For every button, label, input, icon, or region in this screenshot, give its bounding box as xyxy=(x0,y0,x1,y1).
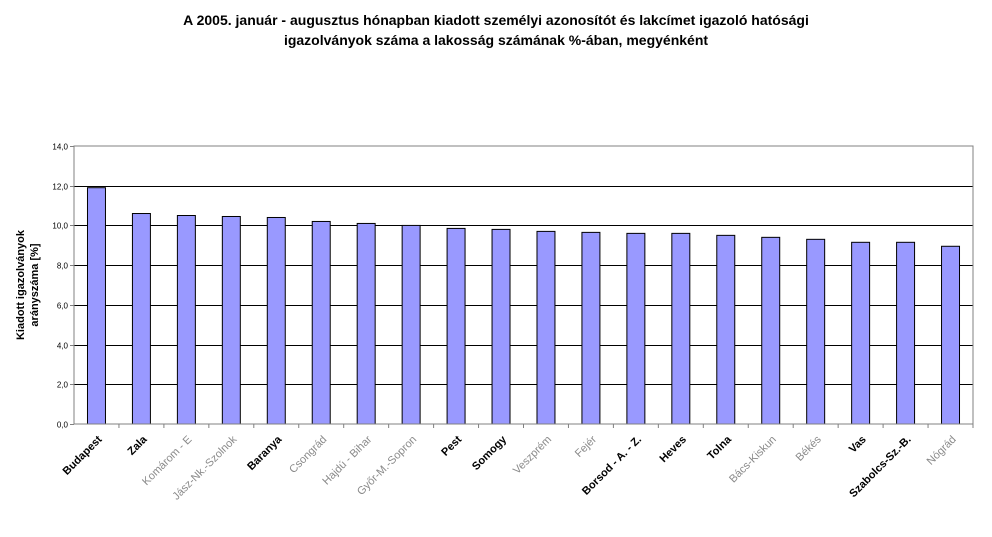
chart-title-line2: igazolványok száma a lakosság számának %… xyxy=(283,32,709,48)
x-tick-label: Bács-Kiskun xyxy=(727,434,779,486)
x-tick-label: Tolna xyxy=(705,433,734,462)
bar xyxy=(671,232,691,425)
bar xyxy=(536,230,556,425)
y-tick-label: 4,0 xyxy=(57,342,69,351)
x-tick-label: Somogy xyxy=(470,433,510,473)
bar xyxy=(401,224,421,425)
y-tick-label: 14,0 xyxy=(52,143,68,152)
bar xyxy=(581,231,601,425)
y-tick-label: 6,0 xyxy=(57,302,69,311)
bar xyxy=(716,234,736,425)
x-tick-label: Veszprém xyxy=(511,434,554,477)
bar xyxy=(806,238,826,425)
y-axis: 0,0 2,0 4,0 6,0 8,0 10,0 12,0 14,0 xyxy=(52,143,74,430)
y-tick-label: 12,0 xyxy=(52,183,68,192)
bar xyxy=(131,213,151,425)
x-tick-label: Fejér xyxy=(573,433,599,459)
x-tick-label: Pest xyxy=(439,433,464,458)
x-tick-label: Vas xyxy=(847,434,869,456)
bar xyxy=(626,232,646,425)
x-tick-label: Nógrád xyxy=(925,434,959,468)
bars xyxy=(86,187,961,425)
bar xyxy=(491,228,511,425)
x-tick-label: Zala xyxy=(125,433,150,458)
x-tick-label: Baranya xyxy=(245,433,285,473)
bar xyxy=(896,241,916,425)
x-tick-label: Csongrád xyxy=(287,434,329,476)
plot-area-frame xyxy=(73,145,974,425)
y-tick-label: 10,0 xyxy=(52,222,68,231)
bar xyxy=(446,227,466,425)
gridlines xyxy=(74,186,973,385)
bar xyxy=(941,245,961,425)
bar xyxy=(311,220,331,425)
y-axis-label-line1: Kiadott igazolványok xyxy=(15,229,27,340)
x-tick-label: Békés xyxy=(794,433,824,463)
y-axis-label: Kiadott igazolványok arányszáma [%] xyxy=(15,229,41,340)
chart-title-line1: A 2005. január - augusztus hónapban kiad… xyxy=(183,12,809,28)
chart-title: A 2005. január - augusztus hónapban kiad… xyxy=(0,10,992,50)
y-axis-label-line2: arányszáma [%] xyxy=(29,243,41,326)
bar xyxy=(356,222,376,425)
y-tick-label: 0,0 xyxy=(57,421,69,430)
bar xyxy=(86,187,106,425)
y-tick-label: 2,0 xyxy=(57,381,69,390)
bar xyxy=(221,215,241,425)
x-tick-label: Heves xyxy=(658,434,689,465)
bar xyxy=(851,241,871,425)
y-tick-label: 8,0 xyxy=(57,262,69,271)
bar xyxy=(176,215,196,425)
bar xyxy=(266,216,286,425)
bar xyxy=(761,236,781,425)
x-tick-label: Budapest xyxy=(61,433,105,477)
